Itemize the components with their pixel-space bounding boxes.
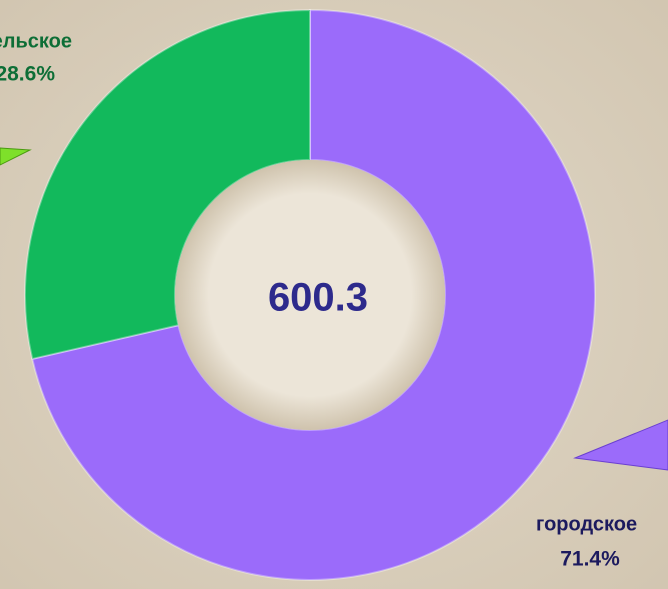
donut-hole — [175, 160, 445, 430]
slice-value-label: 71.4% — [560, 548, 620, 571]
pointer — [573, 419, 668, 471]
slice-value-label: 28.6% — [0, 63, 55, 86]
pointer — [0, 147, 32, 166]
center-label: 600.3 — [268, 276, 368, 320]
slice-label: городское — [536, 513, 637, 535]
slice-label: сельское — [0, 30, 72, 52]
